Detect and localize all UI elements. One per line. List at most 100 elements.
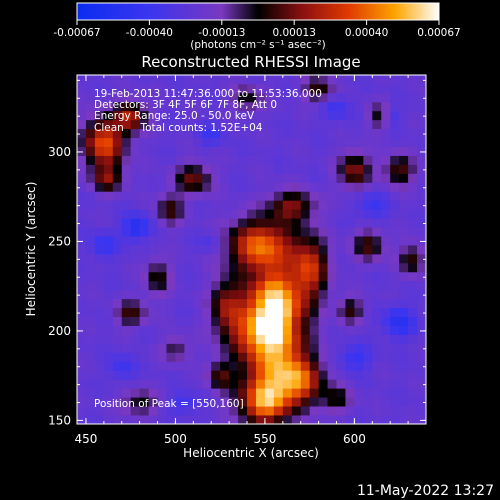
heatmap-cell xyxy=(309,352,320,362)
heatmap-cell xyxy=(211,209,221,219)
heatmap-cell xyxy=(157,325,167,335)
heatmap-cell xyxy=(184,164,194,174)
heatmap-cell xyxy=(417,75,426,85)
heatmap-cell xyxy=(148,307,158,318)
heatmap-cell xyxy=(220,137,230,147)
heatmap-cell xyxy=(202,200,212,210)
heatmap-cell xyxy=(318,209,328,219)
heatmap-cell xyxy=(121,298,132,309)
heatmap-cell xyxy=(327,262,337,273)
heatmap-cell xyxy=(157,271,167,282)
heatmap-cell xyxy=(121,218,132,228)
heatmap-cell xyxy=(130,253,141,264)
heatmap-cell xyxy=(229,92,239,103)
heatmap-cell xyxy=(130,110,141,121)
colorbar-tick-label: -0.00040 xyxy=(126,27,173,39)
heatmap-cell xyxy=(247,101,257,112)
heatmap-cell xyxy=(148,83,158,94)
heatmap-cell xyxy=(417,298,426,309)
heatmap-cell xyxy=(211,101,221,112)
heatmap-cell xyxy=(408,75,418,85)
heatmap-cell xyxy=(408,236,418,246)
heatmap-cell xyxy=(157,128,167,139)
heatmap-cell xyxy=(291,173,302,183)
heatmap-cell xyxy=(77,200,87,210)
heatmap-cell xyxy=(381,227,391,237)
heatmap-cell xyxy=(300,200,311,210)
heatmap-cell xyxy=(130,361,141,371)
heatmap-cell xyxy=(103,110,114,121)
heatmap-cell xyxy=(300,370,311,380)
heatmap-cell xyxy=(255,101,266,112)
heatmap-cell xyxy=(372,397,382,407)
heatmap-cell xyxy=(130,218,141,228)
heatmap-cell xyxy=(327,182,337,192)
heatmap-cell xyxy=(112,289,123,300)
heatmap-cell xyxy=(148,298,158,309)
heatmap-cell xyxy=(220,298,230,309)
heatmap-cell xyxy=(166,343,176,353)
heatmap-cell xyxy=(273,209,284,219)
heatmap-cell xyxy=(345,307,355,318)
heatmap-cell xyxy=(273,110,284,121)
heatmap-cell xyxy=(372,245,382,255)
heatmap-cell xyxy=(211,325,221,335)
heatmap-cell xyxy=(318,173,328,183)
heatmap-cell xyxy=(157,236,167,246)
x-tick-label: 450 xyxy=(74,432,97,446)
heatmap-cell xyxy=(193,325,203,335)
heatmap-cell xyxy=(282,191,293,201)
heatmap-cell xyxy=(264,110,275,121)
heatmap-cell xyxy=(103,316,114,326)
heatmap-cell xyxy=(157,406,167,416)
heatmap-cell xyxy=(327,253,337,264)
heatmap-cell xyxy=(175,388,185,398)
heatmap-cell xyxy=(417,370,426,380)
heatmap-cell xyxy=(238,415,248,424)
heatmap-cell xyxy=(139,101,149,112)
heatmap-cell xyxy=(300,209,311,219)
heatmap-cell xyxy=(264,218,275,228)
heatmap-cell xyxy=(363,334,373,344)
heatmap-cell xyxy=(121,253,132,264)
heatmap-cell xyxy=(220,164,230,174)
heatmap-cell xyxy=(121,379,132,389)
heatmap-cell xyxy=(193,128,203,139)
heatmap-cell xyxy=(408,253,418,264)
heatmap-cell xyxy=(354,343,364,353)
heatmap-cell xyxy=(408,83,418,94)
heatmap-cell xyxy=(148,316,158,326)
heatmap-cell xyxy=(148,200,158,210)
heatmap-cell xyxy=(229,361,239,371)
heatmap-cell xyxy=(354,92,364,103)
heatmap-cell xyxy=(318,182,328,192)
colorbar-units-label: (photons cm⁻² s⁻¹ asec⁻²) xyxy=(190,39,325,51)
heatmap-cell xyxy=(417,92,426,103)
heatmap-cell xyxy=(184,316,194,326)
heatmap-cell xyxy=(220,370,230,380)
heatmap-cell xyxy=(363,253,373,264)
heatmap-cell xyxy=(354,307,364,318)
heatmap-cell xyxy=(255,227,266,237)
heatmap-cell xyxy=(130,289,141,300)
heatmap-cell xyxy=(148,388,158,398)
heatmap-cell xyxy=(77,137,87,147)
heatmap-cell xyxy=(139,361,149,371)
heatmap-cell xyxy=(112,334,123,344)
heatmap-cell xyxy=(336,388,346,398)
heatmap-cell xyxy=(220,209,230,219)
heatmap-cell xyxy=(264,379,275,389)
heatmap-cell xyxy=(202,352,212,362)
heatmap-cell xyxy=(282,334,293,344)
heatmap-cell xyxy=(327,75,337,85)
heatmap-cell xyxy=(336,379,346,389)
heatmap-cell xyxy=(354,298,364,309)
heatmap-cell xyxy=(255,298,266,309)
heatmap-cell xyxy=(77,253,87,264)
heatmap-cell xyxy=(157,173,167,183)
heatmap-cell xyxy=(291,101,302,112)
heatmap-cell xyxy=(166,146,176,156)
heatmap-cell xyxy=(336,370,346,380)
heatmap-cell xyxy=(175,146,185,156)
heatmap-cell xyxy=(130,75,141,85)
